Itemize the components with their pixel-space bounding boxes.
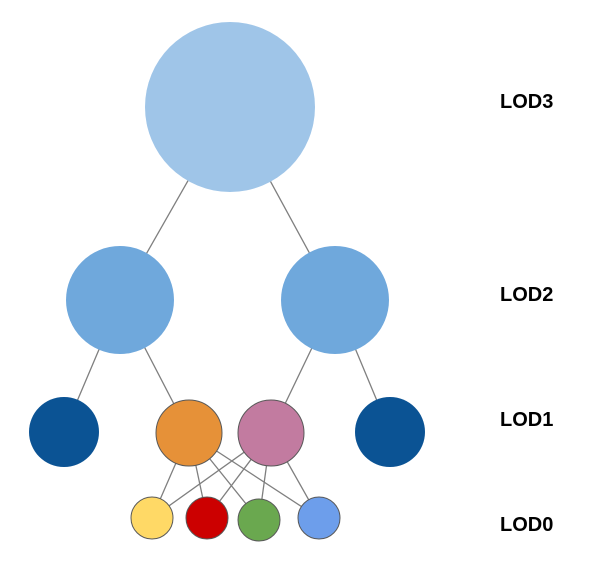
lod3-label: LOD3 [500, 91, 554, 113]
lod2-label: LOD2 [500, 284, 554, 306]
lod2-right-node [281, 246, 389, 354]
lod1-pink-node [237, 399, 305, 467]
lod1-orange-node [155, 399, 223, 467]
lod0-yellow-node [130, 496, 174, 540]
nodes-group [29, 22, 425, 542]
lod1-dark-left-node [29, 397, 99, 467]
lod1-dark-right-node [355, 397, 425, 467]
lod0-blue-node [297, 496, 341, 540]
lod0-green-node [237, 498, 281, 542]
lod1-label: LOD1 [500, 409, 554, 431]
lod0-red-node [185, 496, 229, 540]
lod0-label: LOD0 [500, 514, 554, 536]
lod2-left-node [66, 246, 174, 354]
lod3-node [145, 22, 315, 192]
